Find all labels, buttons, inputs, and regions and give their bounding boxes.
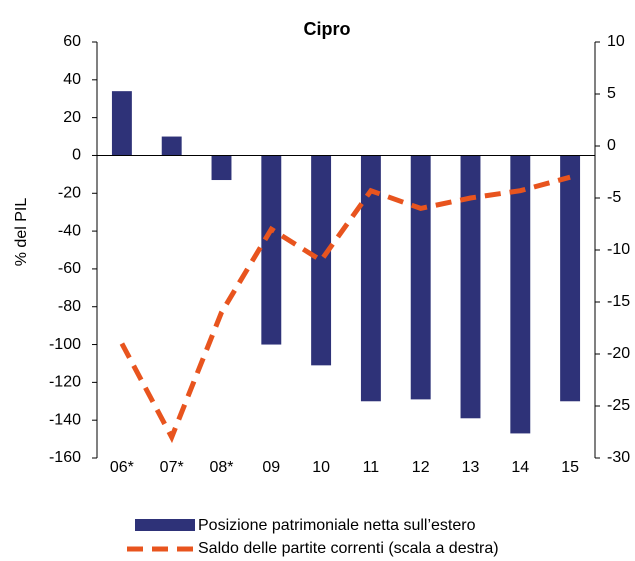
y-tick-label: 20: [63, 109, 81, 126]
bar: [360, 155, 381, 402]
bar: [560, 155, 581, 402]
chart-title: Cipro: [304, 19, 351, 39]
bar: [161, 136, 182, 156]
y-tick-label: -120: [49, 374, 81, 391]
x-tick-label: 10: [312, 459, 330, 476]
y-tick-label: -20: [58, 184, 81, 201]
y2-tick-label: -5: [607, 189, 621, 206]
legend-label: Saldo delle partite correnti (scala a de…: [198, 540, 499, 557]
line: [119, 174, 571, 444]
y2-tick-label: 10: [607, 33, 625, 50]
x-tick-label: 12: [412, 459, 430, 476]
y-tick-label: -100: [49, 336, 81, 353]
y2-tick-label: 5: [607, 85, 616, 102]
y-tick-label: -60: [58, 260, 81, 277]
x-tick-label: 08*: [209, 459, 233, 476]
bar: [111, 91, 132, 156]
y-tick-label: 0: [72, 147, 81, 164]
y2-tick-label: -20: [607, 345, 630, 362]
y-tick-label: -40: [58, 222, 81, 239]
bar: [410, 155, 431, 400]
x-tick-label: 06*: [110, 459, 134, 476]
legend-swatch: [135, 519, 195, 531]
x-tick-label: 11: [363, 459, 380, 476]
y2-tick-label: -15: [607, 293, 630, 310]
x-tick-label: 13: [462, 459, 480, 476]
y-tick-label: -140: [49, 411, 81, 428]
legend-label: Posizione patrimoniale netta sull’estero: [198, 517, 476, 534]
y-tick-label: -80: [58, 298, 81, 315]
bar: [261, 155, 282, 345]
y-tick-label: 60: [63, 33, 81, 50]
y2-tick-label: -25: [607, 397, 630, 414]
x-tick-label: 07*: [160, 459, 184, 476]
bar: [460, 155, 481, 419]
y-axis-label: % del PIL: [13, 198, 30, 267]
x-tick-label: 14: [511, 459, 529, 476]
y-tick-label: -160: [49, 449, 81, 466]
y2-tick-label: -30: [607, 449, 630, 466]
y2-tick-label: -10: [607, 241, 630, 258]
bar: [510, 155, 531, 434]
x-tick-label: 09: [262, 459, 280, 476]
x-tick-label: 15: [561, 459, 579, 476]
bar: [211, 155, 232, 181]
y2-tick-label: 0: [607, 137, 616, 154]
bar: [311, 155, 332, 366]
y-tick-label: 40: [63, 71, 81, 88]
